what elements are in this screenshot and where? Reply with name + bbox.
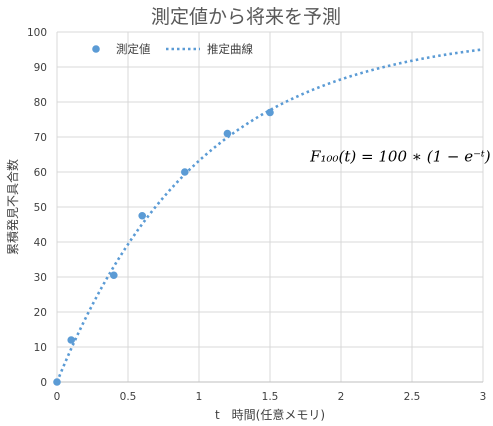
x-tick-label: 2.5 [404, 391, 421, 403]
estimate-curve [55, 48, 484, 383]
legend-label-measured: 測定値 [116, 42, 151, 56]
y-tick-label: 10 [34, 342, 47, 354]
y-tick-label: 100 [27, 27, 47, 39]
y-tick-label: 60 [34, 167, 47, 179]
data-point [266, 108, 274, 117]
y-tick-label: 80 [34, 97, 47, 109]
x-tick-label: 3 [480, 391, 487, 403]
y-tick-label: 70 [34, 132, 47, 144]
legend-label-estimate: 推定曲線 [207, 42, 253, 56]
data-point [67, 336, 75, 344]
data-point [110, 271, 118, 280]
y-axis-label: 累積発見不具合数 [5, 159, 20, 255]
x-tick-label: 1 [196, 391, 203, 403]
x-tick-label: 0.5 [120, 391, 137, 403]
x-tick-label: 1.5 [262, 391, 279, 403]
y-tick-label: 90 [34, 62, 47, 74]
formula-annotation: F₁₀₀(t) = 100 ∗ (1 − e⁻ᵗ) [309, 148, 491, 166]
chart-title: 測定値から将来を予測 [151, 6, 341, 28]
y-tick-label: 50 [34, 202, 47, 214]
x-tick-label: 0 [54, 391, 61, 403]
x-axis-label: t 時間(任意メモリ) [215, 407, 325, 422]
axes [56, 32, 483, 383]
legend: 測定値 推定曲線 [92, 42, 253, 56]
estimate-curve-line [55, 48, 484, 383]
y-tick-label: 40 [34, 237, 47, 249]
data-point [53, 378, 61, 386]
data-point [138, 211, 146, 220]
data-point [223, 129, 232, 138]
y-tick-label: 30 [34, 272, 47, 284]
y-tick-label: 20 [34, 307, 47, 319]
legend-marker-measured [92, 45, 100, 53]
y-tick-label: 0 [40, 377, 47, 389]
data-point [181, 168, 189, 176]
gridlines [57, 31, 484, 382]
tick-labels: 0 10 20 30 40 50 60 70 80 90 100 0 0.5 1 1.5 2 2.5 3 [27, 27, 486, 403]
x-tick-label: 2 [338, 391, 345, 403]
measured-points [53, 108, 274, 386]
